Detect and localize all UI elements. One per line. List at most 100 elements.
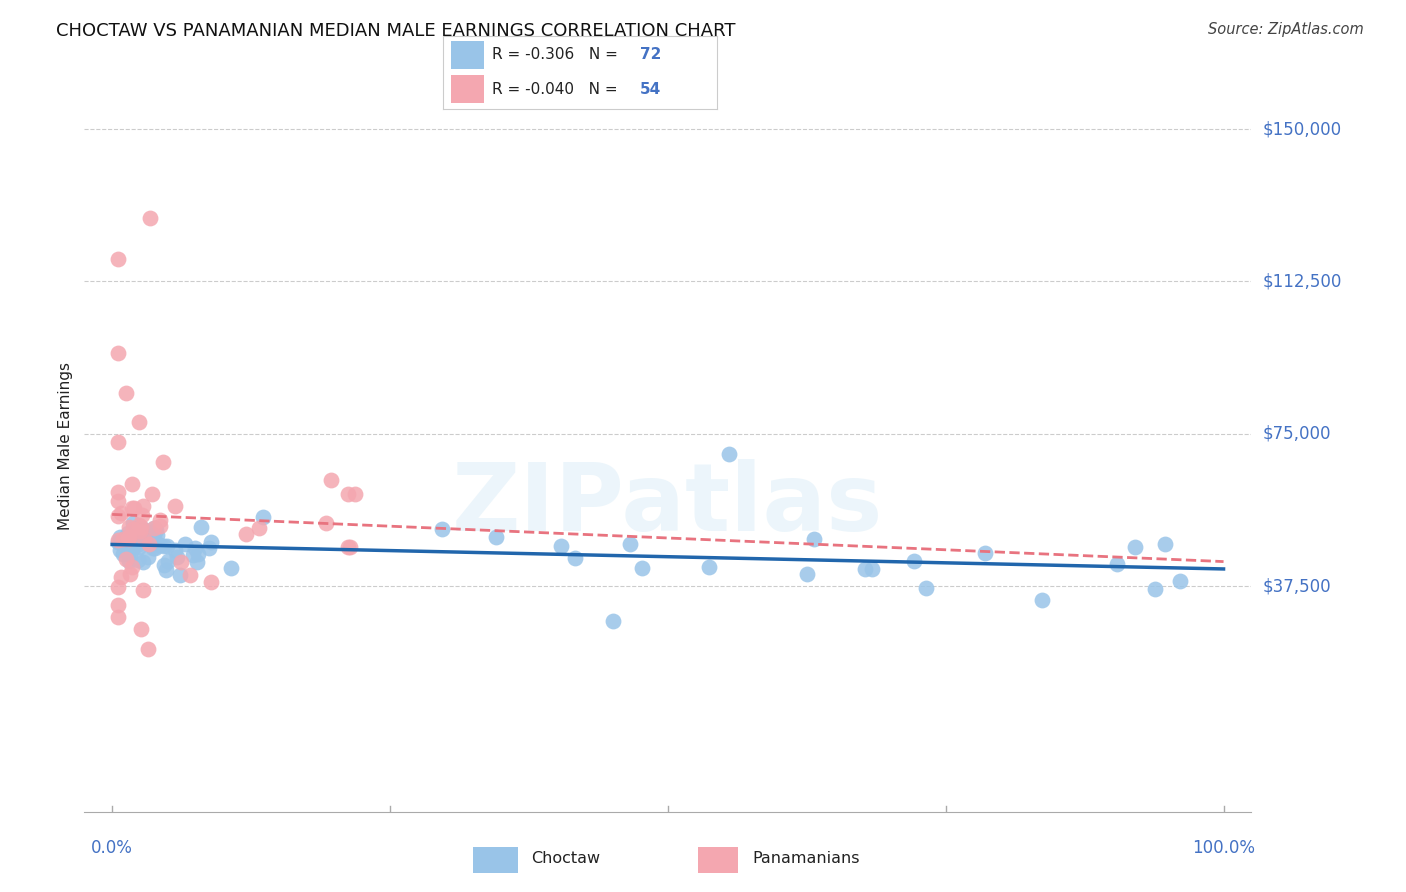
Point (114, 386, 136, 401)
Point (564, 550, 586, 565)
Point (200, 535, 222, 549)
Point (132, 532, 155, 546)
Point (432, 522, 454, 536)
Point (131, 583, 153, 598)
Point (118, 549, 141, 563)
Point (343, 487, 366, 501)
Point (121, 559, 143, 574)
Point (110, 570, 132, 584)
Point (115, 530, 138, 544)
Point (129, 524, 152, 538)
Point (128, 518, 150, 533)
Point (142, 521, 165, 535)
FancyBboxPatch shape (697, 847, 738, 872)
FancyBboxPatch shape (451, 41, 484, 69)
Text: R = -0.040   N =: R = -0.040 N = (492, 82, 623, 97)
Point (128, 415, 150, 429)
Text: $75,000: $75,000 (1263, 425, 1331, 442)
Text: 54: 54 (640, 82, 662, 97)
Point (903, 554, 925, 568)
Text: 72: 72 (640, 47, 662, 62)
Point (1107, 558, 1129, 572)
Point (145, 523, 167, 537)
Text: ZIPatlas: ZIPatlas (453, 458, 883, 550)
Text: Panamanians: Panamanians (752, 851, 859, 866)
Point (128, 526, 150, 541)
Point (699, 560, 721, 574)
Point (132, 522, 155, 536)
Point (107, 580, 129, 594)
Point (914, 582, 936, 596)
Point (127, 552, 149, 566)
Point (169, 567, 191, 582)
Point (860, 562, 883, 576)
Point (803, 533, 825, 547)
Point (138, 537, 160, 551)
Point (122, 516, 145, 530)
Point (184, 541, 207, 556)
Point (139, 538, 162, 552)
Point (132, 500, 155, 514)
Point (166, 549, 188, 564)
Point (121, 477, 143, 491)
Point (136, 549, 159, 564)
Point (249, 521, 271, 535)
Text: 0.0%: 0.0% (91, 839, 134, 857)
Point (315, 516, 337, 530)
Point (107, 494, 129, 508)
Point (550, 539, 572, 553)
Point (855, 562, 877, 576)
Point (165, 499, 187, 513)
Point (118, 520, 141, 534)
Point (186, 555, 208, 569)
Point (107, 534, 129, 549)
Point (974, 546, 997, 560)
Point (181, 548, 204, 562)
Point (143, 521, 166, 535)
Point (200, 574, 222, 589)
Point (235, 526, 257, 541)
FancyBboxPatch shape (472, 847, 517, 872)
Point (1123, 540, 1146, 554)
Point (138, 537, 160, 551)
Point (1031, 593, 1053, 607)
Point (1154, 537, 1177, 551)
Point (111, 547, 134, 561)
Point (131, 508, 153, 522)
Point (120, 531, 142, 545)
Point (120, 567, 142, 582)
Point (110, 506, 132, 520)
Point (127, 538, 149, 552)
Point (630, 561, 652, 575)
Point (110, 530, 132, 544)
Point (187, 547, 209, 561)
Text: $37,500: $37,500 (1263, 577, 1331, 595)
Point (121, 501, 143, 516)
Point (141, 487, 163, 501)
Point (173, 537, 195, 551)
Point (152, 455, 174, 469)
Point (118, 554, 141, 568)
Point (107, 598, 129, 612)
Point (128, 541, 150, 555)
Point (117, 546, 139, 560)
Point (179, 568, 201, 582)
Point (112, 532, 135, 546)
Point (128, 529, 150, 543)
Point (602, 614, 624, 628)
Point (337, 487, 360, 501)
Point (170, 555, 193, 569)
Point (107, 485, 129, 500)
Point (149, 538, 172, 552)
FancyBboxPatch shape (451, 75, 484, 103)
Point (718, 447, 741, 461)
Point (129, 622, 152, 636)
Point (122, 500, 145, 515)
Text: 100.0%: 100.0% (1192, 839, 1256, 857)
Point (107, 345, 129, 359)
Point (149, 513, 172, 527)
Point (108, 542, 131, 557)
Point (1143, 582, 1166, 597)
Point (149, 519, 172, 533)
Point (339, 540, 361, 554)
